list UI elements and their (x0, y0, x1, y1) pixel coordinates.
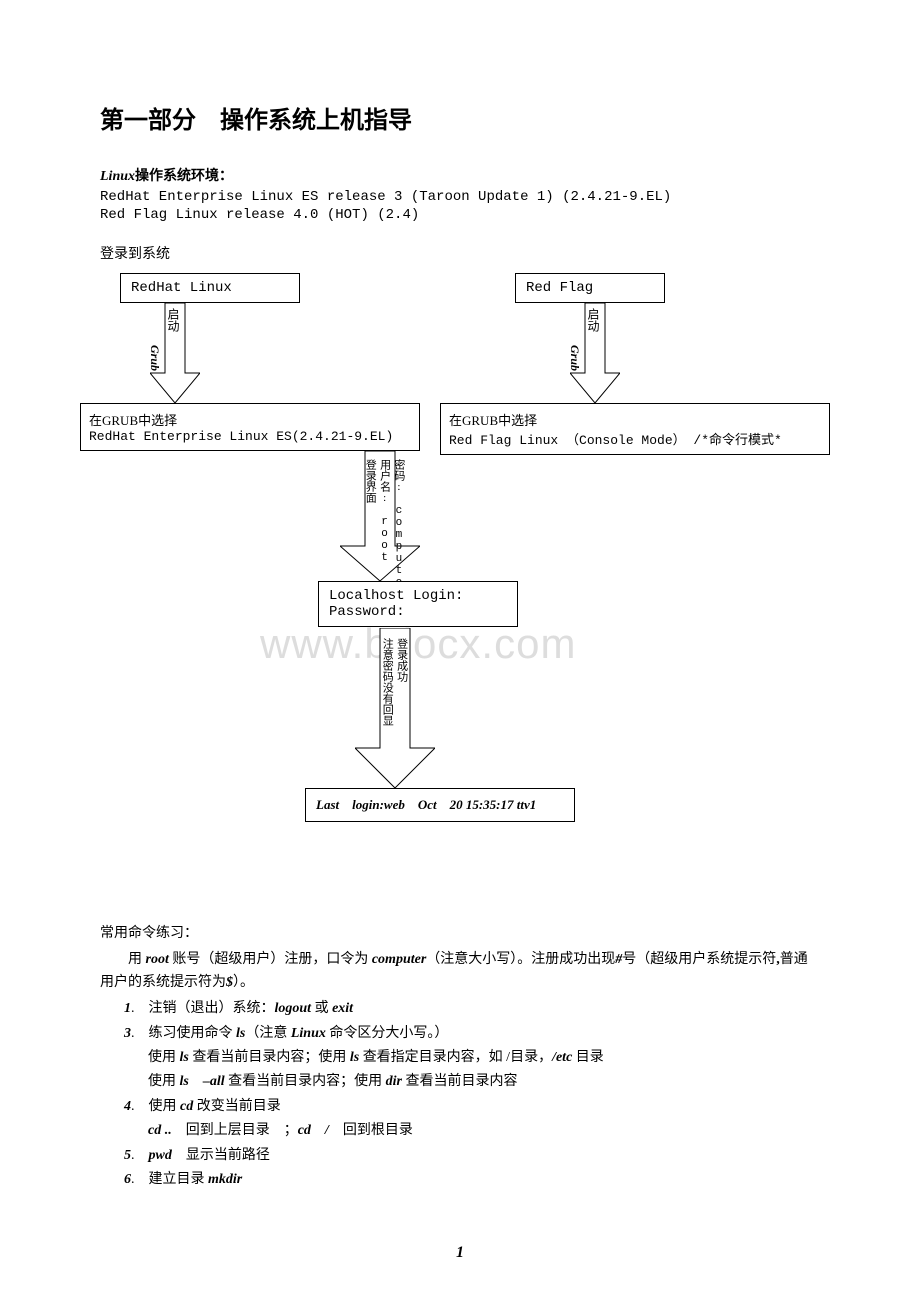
item-linux: Linux (291, 1026, 326, 1041)
sub2-p3: 查看当前目录内容 (402, 1074, 518, 1089)
success-arrow-label: 登录成功 注意密码没有回显 (380, 638, 409, 726)
item-suffix: （注意 (245, 1026, 291, 1041)
item-num: 3 (124, 1026, 131, 1041)
intro-p6: ）。 (233, 975, 254, 990)
item-text: 练习使用命令 (149, 1026, 237, 1041)
item-num: 1 (124, 1001, 131, 1016)
practice-header: 常用命令练习： (100, 923, 820, 945)
sub-cmd2: ls (350, 1050, 359, 1065)
list-item-sub: 使用 ls 查看当前目录内容；使用 ls 查看指定目录内容，如 /目录，/etc… (124, 1047, 820, 1069)
sub-p3: 查看指定目录内容，如 /目录， (359, 1050, 552, 1065)
intro-p1: 用 (128, 952, 146, 967)
intro-root: root (146, 952, 173, 967)
practice-section: 常用命令练习： 用 root 账号（超级用户）注册，口令为 computer（注… (100, 923, 820, 1191)
grub-redflag-line2: Red Flag Linux （Console Mode） /*命令行模式* (449, 429, 821, 448)
item-num: 6 (124, 1172, 131, 1187)
arrow-right-label-en: Grub (567, 345, 582, 371)
grub-redhat-line1: 在GRUB中选择 (89, 410, 411, 429)
item-cmd2: exit (332, 1001, 353, 1016)
login-col2b: root (379, 516, 391, 564)
arrow-left-label-en: Grub (147, 345, 162, 371)
list-item: 4. 使用 cd 改变当前目录 (124, 1096, 820, 1118)
login-col3: 登录界面 (364, 459, 376, 503)
list-item: 3. 练习使用命令 ls（注意 Linux 命令区分大小写。） (124, 1023, 820, 1045)
item-suffix: 改变当前目录 (197, 1099, 281, 1114)
item-cmd: pwd (149, 1148, 172, 1163)
success-col1: 登录成功 (396, 638, 408, 682)
intro-p4: 号（超级用户系统提示符 (622, 952, 776, 967)
sub-p2: 查看当前目录内容；使用 (189, 1050, 350, 1065)
item-text: 建立目录 (149, 1172, 209, 1187)
env-label-suffix: 操作系统环境： (135, 169, 233, 184)
sub-p1: 使用 (148, 1050, 180, 1065)
success-col2: 注意密码没有回显 (381, 638, 393, 726)
item-mid: 或 (311, 1001, 332, 1016)
sub-cmd1: ls (180, 1050, 189, 1065)
intro-dollar: $ (226, 975, 233, 990)
login-line1: Localhost Login: (329, 588, 507, 604)
list-item: 6. 建立目录 mkdir (124, 1169, 820, 1191)
env-line-2: Red Flag Linux release 4.0 (HOT) (2.4) (100, 207, 820, 223)
env-label-linux: Linux (100, 169, 135, 184)
item-cmd: mkdir (208, 1172, 242, 1187)
item-text: 显示当前路径 (172, 1148, 270, 1163)
item-num: 5 (124, 1148, 131, 1163)
sub2-p2: 查看当前目录内容；使用 (225, 1074, 386, 1089)
sub2-p1: 使用 (148, 1074, 180, 1089)
login-col1a: 密码: (393, 459, 405, 493)
sub2-cmd1: ls –all (180, 1074, 225, 1089)
sub3-cmd1: cd .. (148, 1123, 172, 1138)
grub-redflag-line1: 在GRUB中选择 (449, 410, 821, 429)
grub-redhat-box: 在GRUB中选择 RedHat Enterprise Linux ES(2.4.… (80, 403, 420, 451)
intro-p3: （注意大小写）。注册成功出现 (426, 952, 615, 967)
item-cmd: logout (275, 1001, 312, 1016)
login-arrow-label: 密码: computer 用户名: root 登录界面 (363, 459, 406, 601)
login-section-label: 登录到系统 (100, 243, 820, 263)
login-line2: Password: (329, 604, 507, 620)
sub3-cmd2: cd / (298, 1123, 329, 1138)
login-col2a: 用户名: (379, 459, 391, 504)
intro-computer: computer (372, 952, 426, 967)
list-item: 5. pwd 显示当前路径 (124, 1145, 820, 1167)
item-suffix2: 命令区分大小写。） (326, 1026, 449, 1041)
env-line-1: RedHat Enterprise Linux ES release 3 (Ta… (100, 189, 820, 205)
page-number: 1 (0, 1244, 920, 1262)
sub-etc: /etc (552, 1050, 572, 1065)
item-num: 4 (124, 1099, 131, 1114)
list-item-sub: cd .. 回到上层目录 ；cd / 回到根目录 (124, 1120, 820, 1142)
sub3-p1: 回到上层目录 ； (172, 1123, 298, 1138)
last-login-box: Last login:web Oct 20 15:35:17 ttv1 (305, 788, 575, 822)
sub2-cmd2: dir (386, 1074, 402, 1089)
page-title: 第一部分 操作系统上机指导 (100, 100, 820, 135)
practice-intro: 用 root 账号（超级用户）注册，口令为 computer（注意大小写）。注册… (100, 949, 820, 994)
practice-list: 1. 注销（退出）系统：logout 或 exit 3. 练习使用命令 ls（注… (100, 998, 820, 1191)
redhat-box: RedHat Linux (120, 273, 300, 303)
sub3-p2: 回到根目录 (329, 1123, 413, 1138)
sub-p4: 目录 (572, 1050, 604, 1065)
list-item-sub: 使用 ls –all 查看当前目录内容；使用 dir 查看当前目录内容 (124, 1071, 820, 1093)
item-text: 注销（退出）系统： (149, 1001, 275, 1016)
redflag-box: Red Flag (515, 273, 665, 303)
arrow-left-label-cn: 启动 (165, 308, 182, 332)
flowchart: RedHat Linux Red Flag 启动 Grub 启动 Grub 在G… (80, 273, 800, 913)
intro-p2: 账号（超级用户）注册，口令为 (172, 952, 372, 967)
grub-redhat-line2: RedHat Enterprise Linux ES(2.4.21-9.EL) (89, 429, 411, 444)
grub-redflag-box: 在GRUB中选择 Red Flag Linux （Console Mode） /… (440, 403, 830, 455)
arrow-right-label-cn: 启动 (585, 308, 602, 332)
env-section: Linux操作系统环境： RedHat Enterprise Linux ES … (100, 165, 820, 223)
item-cmd: ls (236, 1026, 245, 1041)
login-box: Localhost Login: Password: (318, 581, 518, 627)
item-text: 使用 (149, 1099, 181, 1114)
list-item: 1. 注销（退出）系统：logout 或 exit (124, 998, 820, 1020)
item-cmd: cd (180, 1099, 197, 1114)
